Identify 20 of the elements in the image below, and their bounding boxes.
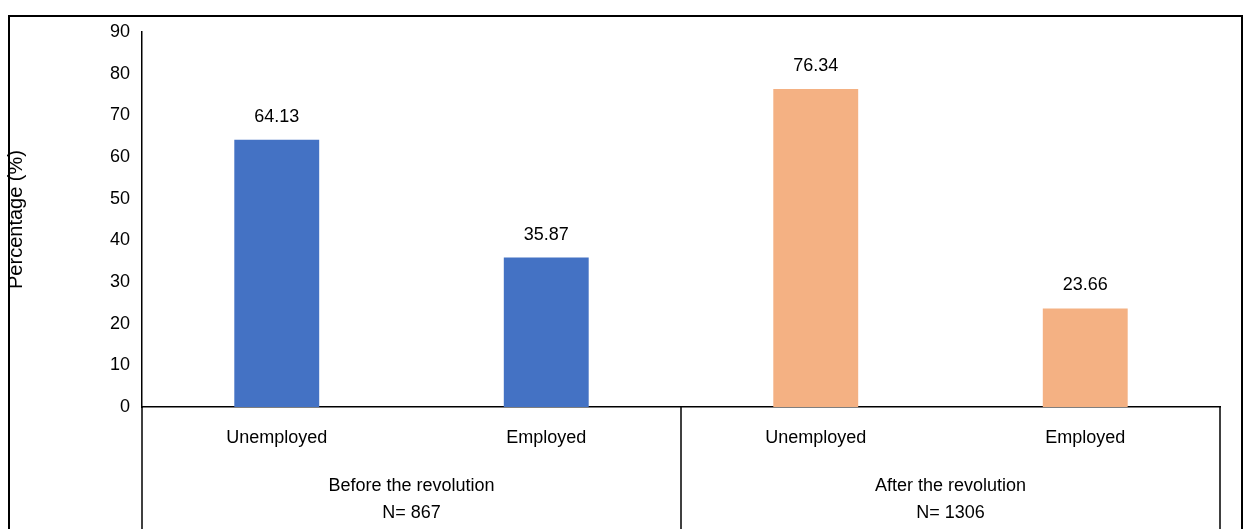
y-tick-label: 90 xyxy=(109,20,130,41)
data-label: 76.34 xyxy=(793,54,839,75)
x-tick-label: Unemployed xyxy=(765,426,867,447)
x-tick-label: Unemployed xyxy=(226,426,328,447)
x-tick-label: Employed xyxy=(1045,426,1126,447)
y-tick-label: 30 xyxy=(109,270,130,291)
y-tick-label: 20 xyxy=(109,312,130,333)
y-tick-label: 60 xyxy=(109,145,130,166)
text: Before the revolution N= 867 xyxy=(328,474,495,522)
text: After the revolution N= 1306 xyxy=(874,474,1027,522)
y-tick-label: 40 xyxy=(109,229,130,250)
y-tick-label: 0 xyxy=(119,395,130,416)
y-tick-label: 70 xyxy=(109,104,130,125)
y-tick-label: 50 xyxy=(109,187,130,208)
x-tick-label: Employed xyxy=(506,426,587,447)
y-tick-label: 10 xyxy=(109,354,130,375)
data-label: 64.13 xyxy=(254,105,300,126)
y-tick-label: 80 xyxy=(109,62,130,83)
data-label: 35.87 xyxy=(523,223,569,244)
data-label: 23.66 xyxy=(1062,274,1108,295)
